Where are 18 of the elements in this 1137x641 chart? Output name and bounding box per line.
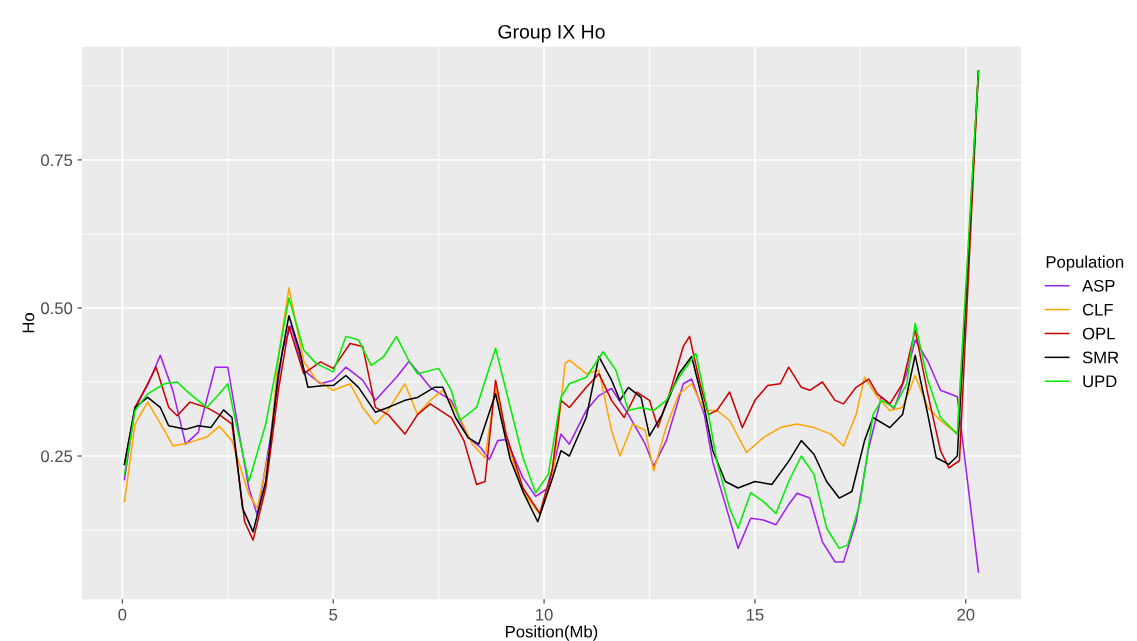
legend-label: UPD [1083,375,1117,388]
line-series [123,324,980,573]
x-tick-label: 20 [957,608,975,621]
x-tick-label: 0 [118,608,127,621]
y-tick-label: 0.25 [41,450,73,463]
y-axis-title: Ho [22,313,35,333]
y-tick-label: 0.50 [41,302,73,315]
chart-title: Group IX Ho [498,24,605,43]
legend-label: ASP [1082,279,1115,292]
y-tick-label: 0.75 [41,154,73,167]
x-tick-label: 15 [746,608,764,621]
legend-label: SMR [1082,351,1119,364]
legend-label: OPL [1082,327,1115,340]
x-tick-label: 10 [536,608,553,621]
legend-title: Population [1046,255,1124,272]
x-tick-label: 5 [329,608,338,621]
x-axis-title: Position(Mb) [506,625,598,641]
legend-label: CLF [1082,303,1113,316]
